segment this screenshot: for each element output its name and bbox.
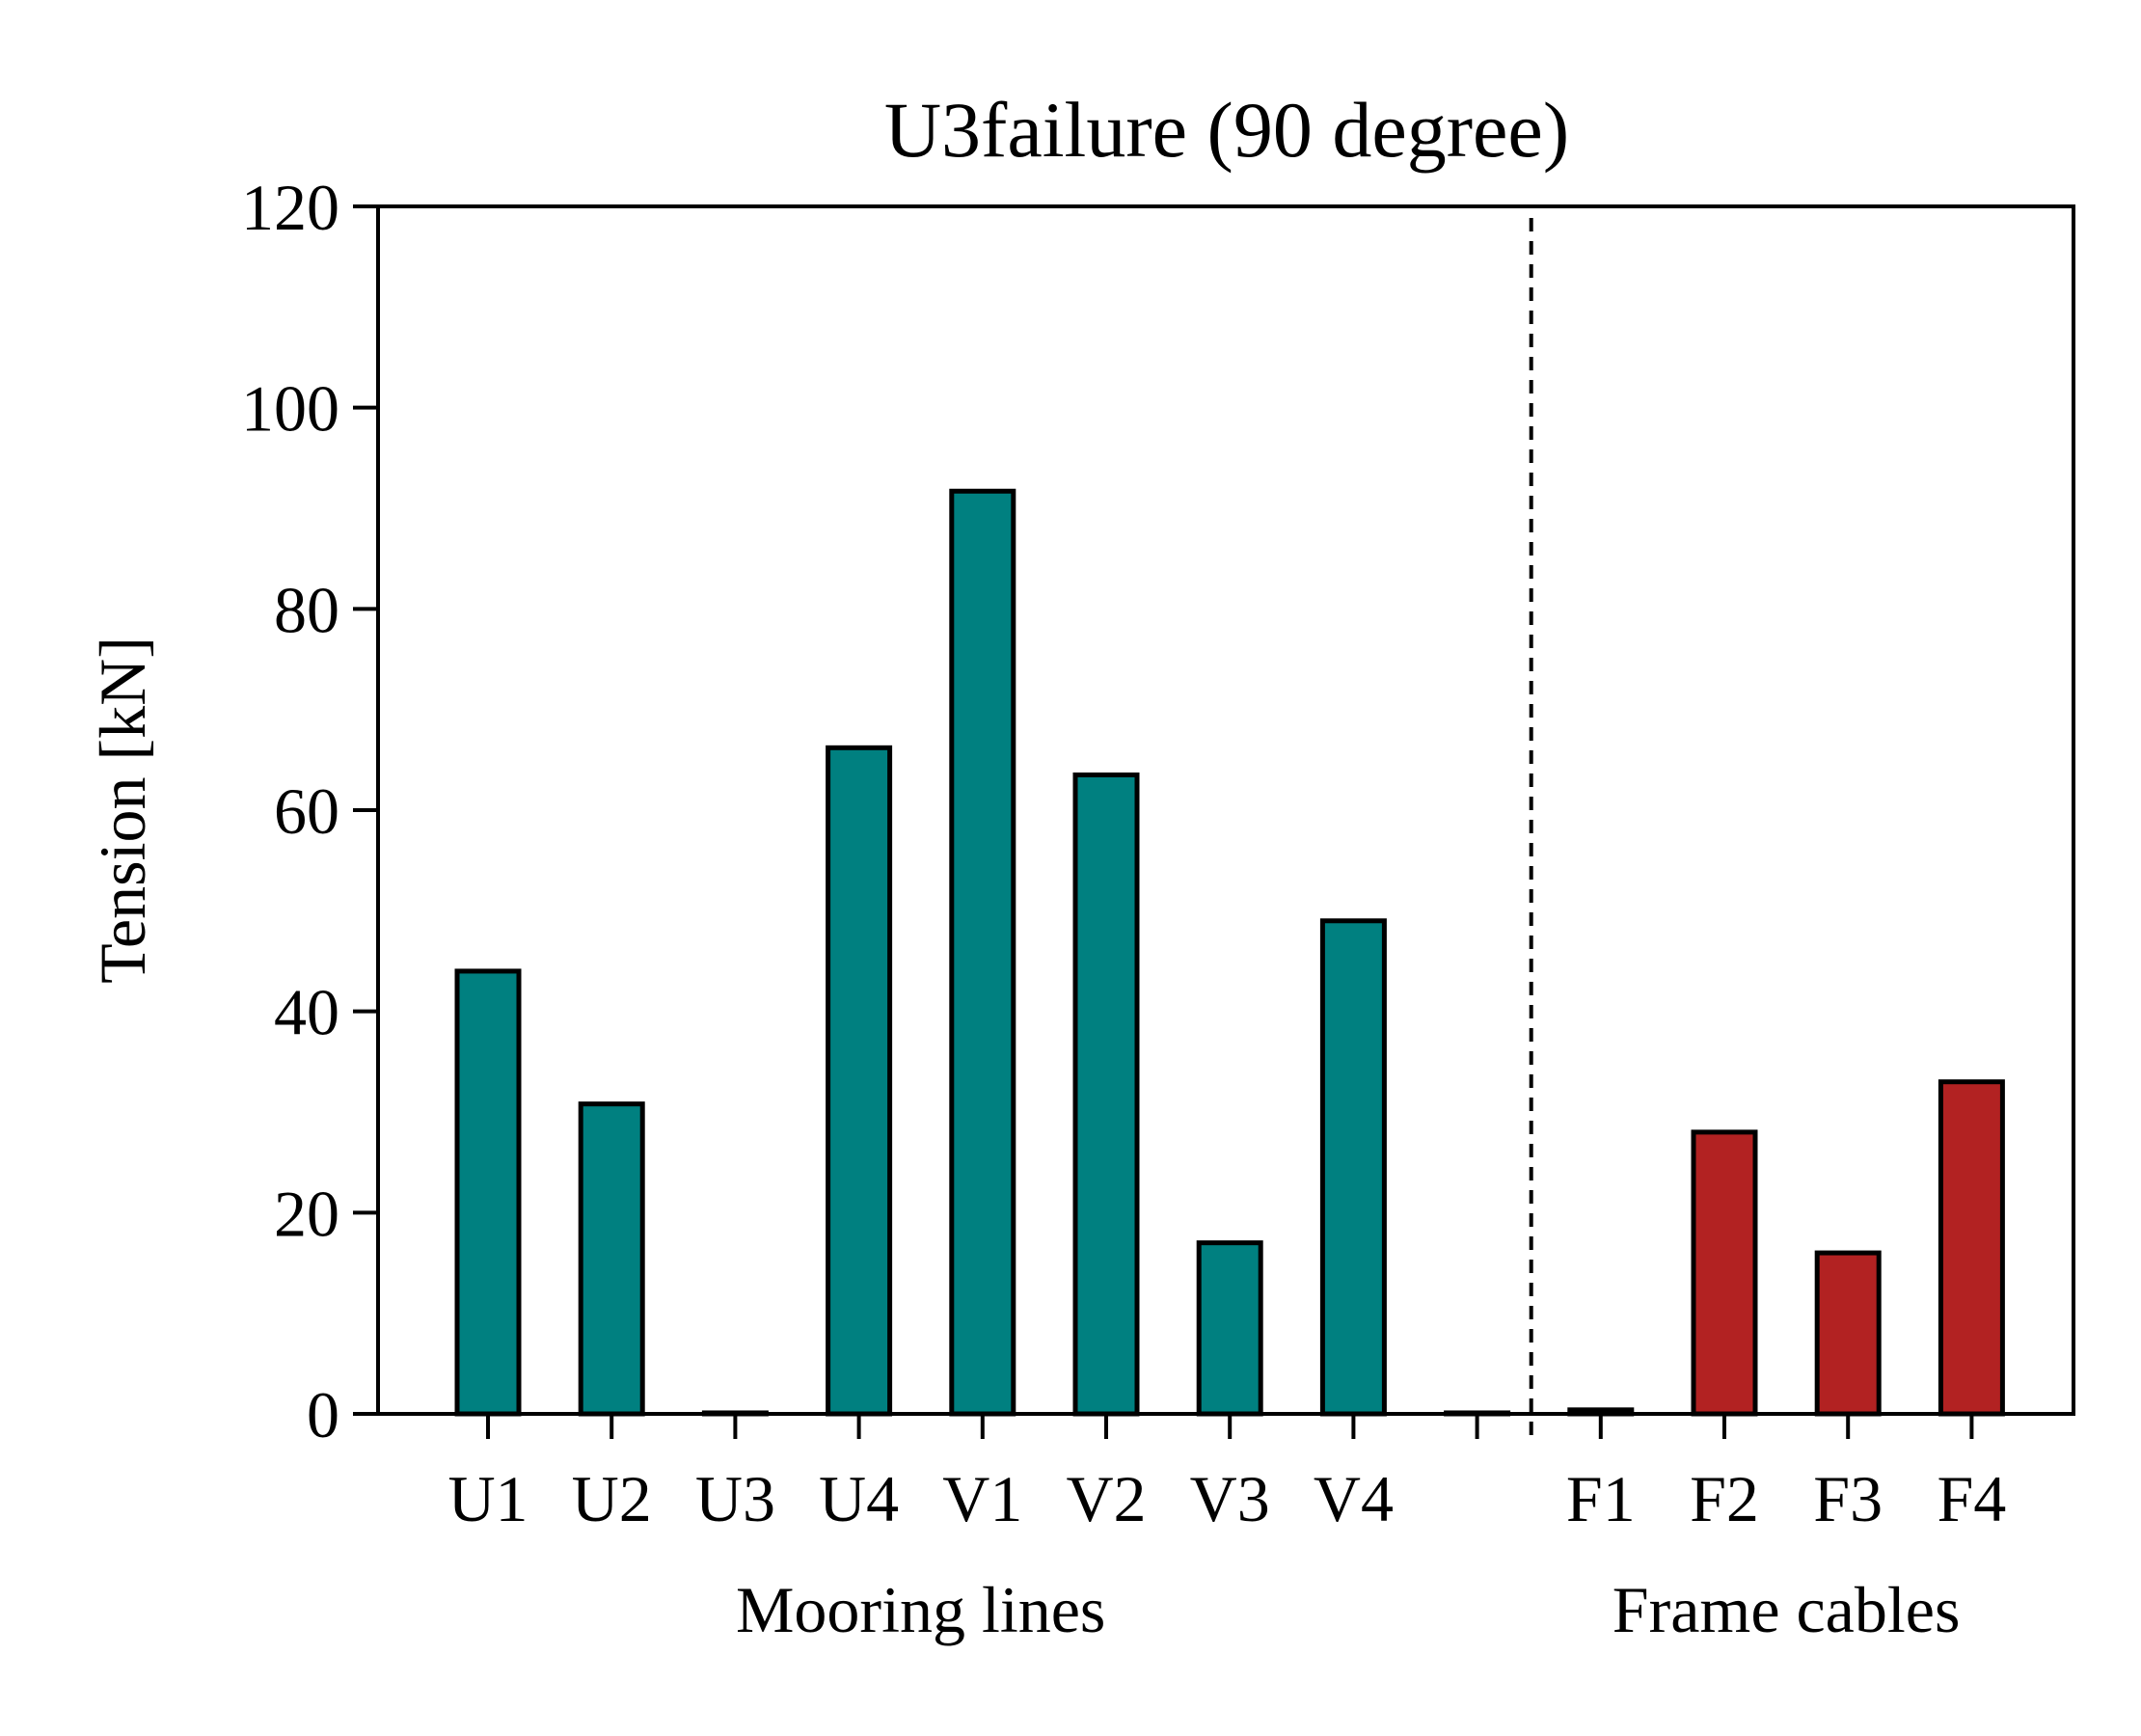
y-tick-label: 20 — [274, 1177, 339, 1250]
x-axis: U1 U2 U3 U4 V1 V2 V3 V4 F1 F2 F3 F4 — [447, 1414, 2006, 1535]
x-tick-label: F2 — [1690, 1462, 1759, 1535]
group-labels: Mooring lines Frame cables — [736, 1573, 1960, 1646]
x-tick-label: U3 — [695, 1462, 775, 1535]
bar-U2 — [578, 1101, 645, 1417]
bars-layer — [454, 488, 2005, 1417]
bar-F4 — [1938, 1079, 2005, 1417]
bar-F2 — [1691, 1129, 1758, 1417]
y-tick-label: 80 — [274, 573, 339, 646]
x-tick-label: V4 — [1314, 1462, 1394, 1535]
y-tick-label: 100 — [241, 372, 339, 446]
bar-V3 — [1196, 1240, 1263, 1417]
group-label: Frame cables — [1613, 1573, 1961, 1646]
y-tick-label: 60 — [274, 774, 339, 848]
bar-U1 — [454, 968, 522, 1417]
y-tick-label: 120 — [241, 171, 339, 244]
x-tick-label: V2 — [1066, 1462, 1146, 1535]
x-tick-label: F1 — [1566, 1462, 1636, 1535]
bar-V4 — [1319, 918, 1387, 1417]
y-axis-label: Tension [kN] — [86, 637, 159, 984]
bar-F3 — [1814, 1250, 1882, 1417]
group-label: Mooring lines — [736, 1573, 1105, 1646]
bar-V1 — [949, 488, 1016, 1417]
y-axis: 0 20 40 60 80 100 120 — [241, 171, 378, 1451]
x-tick-label: U2 — [572, 1462, 652, 1535]
x-tick-label: U4 — [819, 1462, 899, 1535]
bar-V2 — [1072, 772, 1140, 1417]
y-tick-label: 0 — [307, 1378, 339, 1451]
x-tick-label: F4 — [1937, 1462, 2006, 1535]
y-tick-label: 40 — [274, 976, 339, 1049]
x-tick-label: V3 — [1190, 1462, 1270, 1535]
x-tick-label: V1 — [942, 1462, 1022, 1535]
x-tick-label: U1 — [447, 1462, 528, 1535]
bar-U4 — [826, 745, 893, 1417]
chart-title: U3failure (90 degree) — [884, 86, 1569, 174]
x-tick-label: F3 — [1813, 1462, 1883, 1535]
